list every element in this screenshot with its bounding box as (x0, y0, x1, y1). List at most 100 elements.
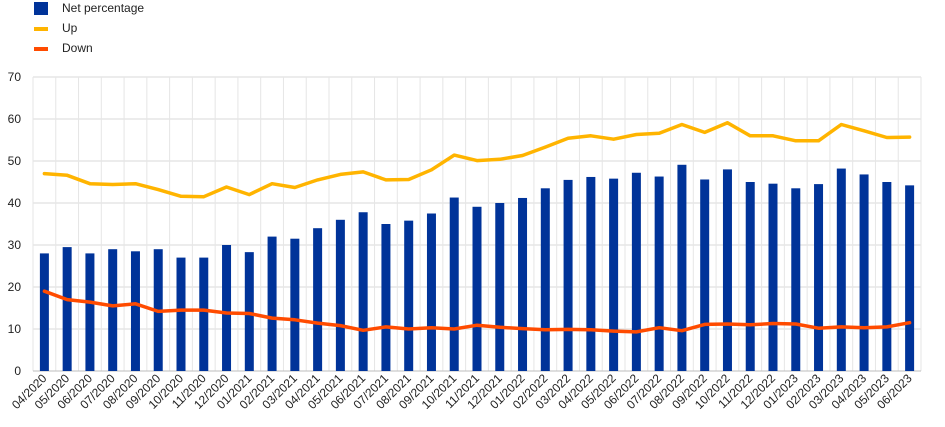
bar-09-2021 (426, 213, 436, 371)
y-axis: 0 10 20 30 40 50 60 70 (8, 70, 22, 378)
point-up-03-2022 (566, 136, 570, 140)
point-down-01-2022 (521, 327, 525, 331)
point-down-12-2021 (498, 325, 502, 329)
legend-label-up: Up (62, 21, 78, 35)
point-down-06-2023 (908, 321, 912, 325)
bar-04-2023 (859, 174, 869, 371)
point-down-05-2020 (65, 298, 69, 302)
point-up-06-2022 (634, 133, 638, 137)
point-down-06-2020 (88, 300, 92, 304)
point-up-08-2021 (407, 177, 411, 181)
point-up-04-2021 (316, 178, 320, 182)
legend-swatch-up (34, 27, 48, 31)
point-down-04-2021 (316, 321, 320, 325)
point-up-05-2021 (338, 172, 342, 176)
y-tick-label: 40 (8, 196, 22, 210)
point-down-04-2022 (589, 328, 593, 332)
point-down-11-2020 (202, 308, 206, 312)
line-series (42, 121, 912, 334)
bar-12-2022 (768, 183, 778, 371)
bar-08-2022 (677, 164, 687, 371)
y-tick-label: 70 (8, 70, 22, 84)
point-down-05-2023 (885, 325, 889, 329)
point-up-08-2022 (680, 122, 684, 126)
legend-swatch-net-percentage (34, 2, 48, 15)
point-down-04-2020 (42, 289, 46, 293)
bar-11-2020 (199, 257, 209, 371)
point-up-12-2021 (498, 157, 502, 161)
point-up-04-2020 (42, 172, 46, 176)
point-up-12-2020 (225, 185, 229, 189)
point-down-08-2022 (680, 329, 684, 333)
y-tick-label: 20 (8, 280, 22, 294)
point-down-02-2022 (543, 328, 547, 332)
point-up-02-2021 (270, 182, 274, 186)
point-down-10-2020 (179, 308, 183, 312)
bar-05-2020 (62, 247, 72, 371)
point-down-07-2020 (111, 304, 115, 308)
bar-01-2023 (791, 188, 801, 371)
bar-06-2021 (358, 212, 368, 371)
bar-03-2022 (563, 179, 573, 371)
point-down-05-2021 (338, 324, 342, 328)
bar-04-2020 (39, 253, 49, 371)
point-down-09-2022 (703, 322, 707, 326)
point-down-03-2022 (566, 327, 570, 331)
bar-07-2020 (108, 249, 118, 371)
bar-01-2022 (518, 197, 528, 371)
point-up-10-2020 (179, 194, 183, 198)
bar-07-2021 (381, 224, 391, 371)
point-up-11-2022 (748, 134, 752, 138)
point-up-05-2023 (885, 135, 889, 139)
point-down-03-2021 (293, 318, 297, 322)
point-up-09-2022 (703, 130, 707, 134)
point-up-01-2021 (247, 193, 251, 197)
bar-02-2022 (540, 188, 550, 371)
point-up-04-2022 (589, 134, 593, 138)
bar-05-2022 (609, 178, 619, 371)
point-up-02-2022 (543, 145, 547, 149)
legend-label-down: Down (62, 41, 93, 55)
point-up-11-2021 (475, 159, 479, 163)
point-up-01-2022 (521, 154, 525, 158)
point-up-09-2020 (156, 188, 160, 192)
point-down-12-2022 (771, 322, 775, 326)
bar-03-2021 (290, 238, 300, 371)
bar-07-2022 (654, 176, 664, 371)
point-up-07-2022 (657, 131, 661, 135)
point-down-06-2022 (634, 330, 638, 334)
point-up-08-2020 (133, 182, 137, 186)
point-up-04-2023 (862, 129, 866, 133)
point-down-02-2021 (270, 316, 274, 320)
point-down-10-2021 (452, 327, 456, 331)
bar-10-2020 (176, 257, 186, 371)
bar-12-2021 (495, 203, 505, 371)
bar-09-2022 (700, 179, 710, 371)
point-up-03-2021 (293, 185, 297, 189)
point-down-07-2021 (384, 325, 388, 329)
point-up-06-2023 (908, 135, 912, 139)
bar-01-2021 (244, 252, 254, 371)
point-up-02-2023 (817, 139, 821, 143)
point-up-05-2020 (65, 173, 69, 177)
bar-05-2021 (335, 219, 345, 371)
point-up-03-2023 (839, 122, 843, 126)
bar-series-net-percentage (39, 164, 915, 371)
point-up-05-2022 (612, 137, 616, 141)
legend-label-net-percentage: Net percentage (62, 1, 145, 15)
bar-11-2021 (472, 206, 482, 371)
bar-10-2022 (722, 169, 732, 371)
point-up-06-2021 (361, 170, 365, 174)
point-up-12-2022 (771, 134, 775, 138)
bar-10-2021 (449, 197, 459, 371)
bar-12-2020 (222, 245, 232, 371)
point-down-01-2023 (794, 322, 798, 326)
bar-04-2021 (313, 228, 323, 371)
x-axis: 04/202005/202006/202007/202008/202009/20… (9, 371, 915, 412)
y-tick-label: 50 (8, 154, 22, 168)
bar-06-2022 (631, 172, 641, 371)
point-down-02-2023 (817, 326, 821, 330)
y-tick-label: 60 (8, 112, 22, 126)
point-up-07-2021 (384, 178, 388, 182)
